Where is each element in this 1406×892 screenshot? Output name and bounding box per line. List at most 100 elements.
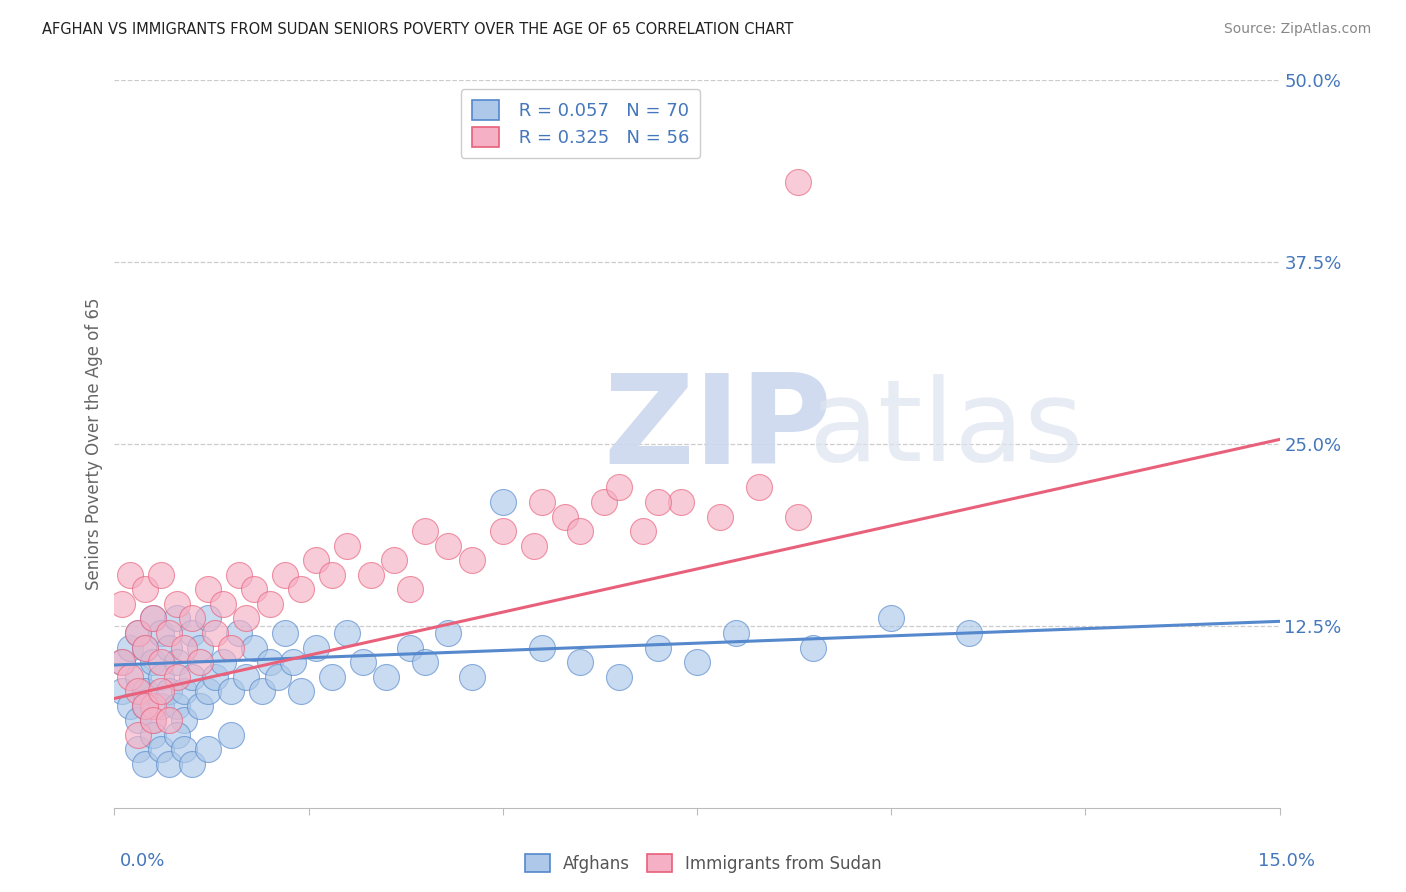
Point	[197, 611, 219, 625]
Point	[413, 655, 436, 669]
Point	[321, 670, 343, 684]
Point	[150, 626, 173, 640]
Point	[134, 698, 156, 713]
Point	[157, 756, 180, 771]
Point	[492, 495, 515, 509]
Point	[142, 611, 165, 625]
Text: AFGHAN VS IMMIGRANTS FROM SUDAN SENIORS POVERTY OVER THE AGE OF 65 CORRELATION C: AFGHAN VS IMMIGRANTS FROM SUDAN SENIORS …	[42, 22, 793, 37]
Point	[118, 670, 141, 684]
Point	[592, 495, 614, 509]
Text: atlas: atlas	[807, 374, 1083, 484]
Point	[142, 698, 165, 713]
Point	[111, 684, 134, 698]
Point	[569, 524, 592, 538]
Point	[398, 582, 420, 597]
Point	[228, 567, 250, 582]
Point	[134, 698, 156, 713]
Point	[134, 684, 156, 698]
Point	[437, 626, 460, 640]
Point	[157, 684, 180, 698]
Point	[803, 640, 825, 655]
Point	[111, 655, 134, 669]
Point	[437, 539, 460, 553]
Point	[157, 714, 180, 728]
Point	[375, 670, 398, 684]
Point	[352, 655, 374, 669]
Point	[281, 655, 304, 669]
Point	[166, 655, 188, 669]
Point	[150, 742, 173, 756]
Point	[134, 582, 156, 597]
Point	[127, 684, 149, 698]
Point	[150, 655, 173, 669]
Point	[413, 524, 436, 538]
Point	[212, 655, 235, 669]
Point	[150, 684, 173, 698]
Point	[127, 714, 149, 728]
Point	[118, 698, 141, 713]
Point	[724, 626, 747, 640]
Point	[127, 728, 149, 742]
Point	[274, 626, 297, 640]
Point	[686, 655, 709, 669]
Point	[243, 582, 266, 597]
Point	[398, 640, 420, 655]
Point	[166, 611, 188, 625]
Point	[461, 553, 484, 567]
Point	[166, 670, 188, 684]
Legend: Afghans, Immigrants from Sudan: Afghans, Immigrants from Sudan	[517, 847, 889, 880]
Point	[118, 567, 141, 582]
Text: 0.0%: 0.0%	[120, 852, 165, 870]
Point	[235, 611, 257, 625]
Point	[259, 655, 281, 669]
Point	[235, 670, 257, 684]
Point	[166, 597, 188, 611]
Point	[188, 640, 211, 655]
Point	[336, 626, 359, 640]
Point	[748, 480, 770, 494]
Point	[250, 684, 273, 698]
Point	[150, 567, 173, 582]
Text: Source: ZipAtlas.com: Source: ZipAtlas.com	[1223, 22, 1371, 37]
Point	[647, 495, 669, 509]
Point	[243, 640, 266, 655]
Point	[142, 714, 165, 728]
Point	[188, 655, 211, 669]
Point	[127, 626, 149, 640]
Point	[305, 553, 328, 567]
Point	[118, 640, 141, 655]
Point	[134, 756, 156, 771]
Point	[111, 655, 134, 669]
Point	[150, 670, 173, 684]
Point	[197, 742, 219, 756]
Point	[647, 640, 669, 655]
Legend:  R = 0.057   N = 70,  R = 0.325   N = 56: R = 0.057 N = 70, R = 0.325 N = 56	[461, 89, 700, 158]
Point	[305, 640, 328, 655]
Point	[787, 175, 810, 189]
Point	[197, 582, 219, 597]
Point	[957, 626, 980, 640]
Point	[290, 582, 312, 597]
Point	[569, 655, 592, 669]
Y-axis label: Seniors Poverty Over the Age of 65: Seniors Poverty Over the Age of 65	[86, 298, 103, 590]
Point	[321, 567, 343, 582]
Point	[142, 728, 165, 742]
Point	[188, 698, 211, 713]
Point	[127, 670, 149, 684]
Point	[266, 670, 288, 684]
Point	[134, 640, 156, 655]
Point	[127, 742, 149, 756]
Point	[290, 684, 312, 698]
Point	[142, 714, 165, 728]
Point	[111, 597, 134, 611]
Point	[274, 567, 297, 582]
Point	[173, 684, 195, 698]
Point	[142, 655, 165, 669]
Point	[787, 509, 810, 524]
Point	[530, 640, 553, 655]
Point	[219, 640, 242, 655]
Point	[142, 611, 165, 625]
Point	[607, 670, 630, 684]
Point	[134, 640, 156, 655]
Point	[127, 626, 149, 640]
